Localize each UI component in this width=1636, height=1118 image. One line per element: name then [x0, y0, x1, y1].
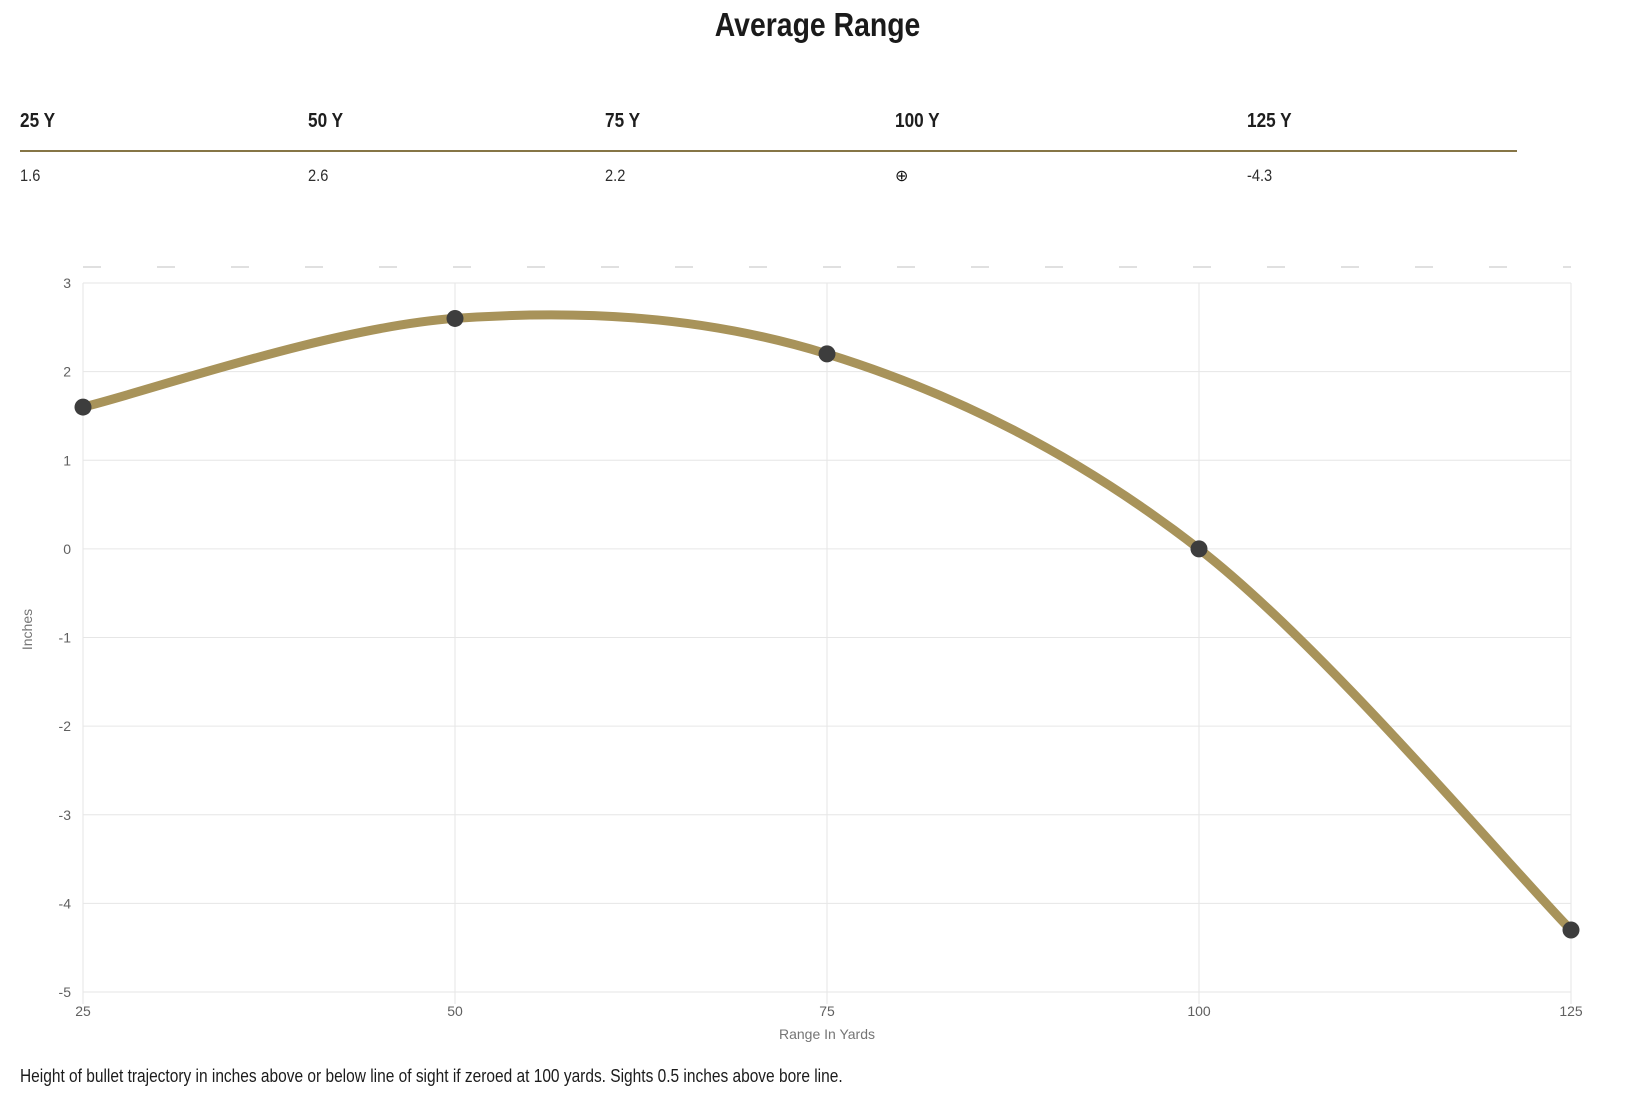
data-point-marker[interactable] — [1190, 540, 1208, 558]
range-header-25y: 25 Y — [20, 110, 56, 132]
x-tick-label: 125 — [1559, 1003, 1583, 1019]
trajectory-chart: 3 2 1 0 -1 -2 -3 -4 -5 25 50 75 100 125 Range In Yards… — [0, 240, 1636, 1050]
range-table-header: 25 Y 50 Y 75 Y 100 Y 125 Y — [0, 110, 1636, 150]
y-tick-label: 0 — [63, 541, 71, 557]
y-axis-title: Inches — [19, 609, 35, 650]
x-tick-label: 25 — [75, 1003, 91, 1019]
y-tick-label: 1 — [63, 452, 71, 468]
y-tick-label: 2 — [63, 364, 71, 380]
x-axis-title: Range In Yards — [779, 1026, 875, 1042]
range-header-75y: 75 Y — [605, 110, 641, 132]
trajectory-line — [78, 310, 1576, 935]
x-tick-label: 50 — [447, 1003, 463, 1019]
zero-crosshair-icon: ⊕ — [895, 168, 909, 185]
drop-value-100y: ⊕ — [895, 166, 1247, 186]
y-tick-label: 3 — [63, 275, 71, 291]
data-point-marker[interactable] — [818, 345, 836, 363]
data-point-marker[interactable] — [74, 398, 92, 416]
table-separator — [20, 150, 1517, 152]
y-tick-label: -3 — [59, 807, 72, 823]
range-header-100y: 100 Y — [895, 110, 940, 132]
x-tick-label: 100 — [1187, 1003, 1211, 1019]
trajectory-chart-svg: 3 2 1 0 -1 -2 -3 -4 -525 50 75 100 125 Range In Yards… — [19, 266, 1583, 1042]
data-point-marker[interactable] — [1562, 921, 1580, 939]
drop-value-125y: -4.3 — [1247, 166, 1273, 185]
data-point-marker[interactable] — [446, 309, 464, 327]
page-title: Average Range — [715, 6, 921, 43]
drop-value-75y: 2.2 — [605, 166, 626, 185]
y-tick-label: -5 — [59, 984, 72, 1000]
drop-value-50y: 2.6 — [308, 166, 329, 185]
grid-lines — [82, 266, 1572, 1004]
range-header-50y: 50 Y — [308, 110, 344, 132]
range-table: 25 Y 50 Y 75 Y 100 Y 125 Y 1.6 2.6 2.2 ⊕… — [0, 110, 1636, 186]
y-tick-label: -4 — [59, 895, 72, 911]
range-header-125y: 125 Y — [1247, 110, 1292, 132]
x-tick-label: 75 — [819, 1003, 835, 1019]
chart-footnote: Height of bullet trajectory in inches ab… — [20, 1066, 843, 1086]
y-tick-label: -1 — [59, 630, 72, 646]
range-table-values: 1.6 2.6 2.2 ⊕ -4.3 — [0, 166, 1636, 186]
y-tick-label: -2 — [59, 718, 72, 734]
drop-value-25y: 1.6 — [20, 166, 41, 185]
